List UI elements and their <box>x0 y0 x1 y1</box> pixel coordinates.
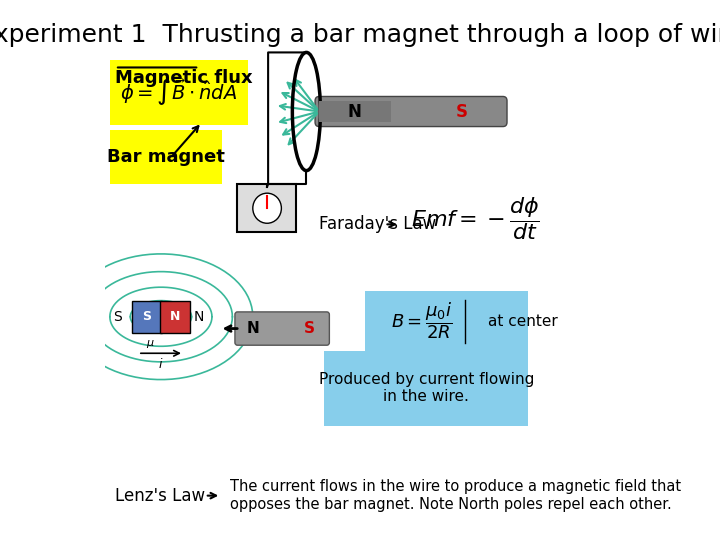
FancyBboxPatch shape <box>365 292 528 350</box>
Text: Experiment 1  Thrusting a bar magnet through a loop of wire: Experiment 1 Thrusting a bar magnet thro… <box>0 23 720 47</box>
FancyBboxPatch shape <box>132 301 162 333</box>
Text: Produced by current flowing
in the wire.: Produced by current flowing in the wire. <box>319 372 534 404</box>
Text: S: S <box>113 310 122 324</box>
Text: N: N <box>348 103 362 120</box>
Text: $i$: $i$ <box>158 357 163 371</box>
Text: Bar magnet: Bar magnet <box>107 148 225 166</box>
FancyBboxPatch shape <box>110 130 222 184</box>
Text: $B = \dfrac{\mu_0 i}{2R}$: $B = \dfrac{\mu_0 i}{2R}$ <box>390 301 452 341</box>
Circle shape <box>253 193 282 223</box>
Text: $\mu$: $\mu$ <box>146 338 155 350</box>
FancyBboxPatch shape <box>319 101 391 122</box>
FancyBboxPatch shape <box>160 301 190 333</box>
Text: Lenz's Law: Lenz's Law <box>115 487 205 505</box>
Text: Faraday's Law: Faraday's Law <box>319 215 436 233</box>
Text: S: S <box>142 310 151 323</box>
Text: at center: at center <box>487 314 557 328</box>
Text: $\phi = \int \vec{B} \cdot \hat{n}dA$: $\phi = \int \vec{B} \cdot \hat{n}dA$ <box>120 78 238 108</box>
FancyBboxPatch shape <box>238 184 296 232</box>
Text: $Emf = -\dfrac{d\phi}{dt}$: $Emf = -\dfrac{d\phi}{dt}$ <box>411 195 540 242</box>
FancyBboxPatch shape <box>324 350 528 426</box>
Text: The current flows in the wire to produce a magnetic field that
opposes the bar m: The current flows in the wire to produce… <box>230 480 681 512</box>
Text: S: S <box>303 321 315 336</box>
Text: N: N <box>246 321 259 336</box>
FancyBboxPatch shape <box>110 60 248 125</box>
FancyBboxPatch shape <box>315 97 507 126</box>
Text: Magnetic flux: Magnetic flux <box>115 69 253 86</box>
FancyBboxPatch shape <box>235 312 329 345</box>
Text: N: N <box>170 310 181 323</box>
Text: N: N <box>194 310 204 324</box>
Text: S: S <box>456 103 468 120</box>
